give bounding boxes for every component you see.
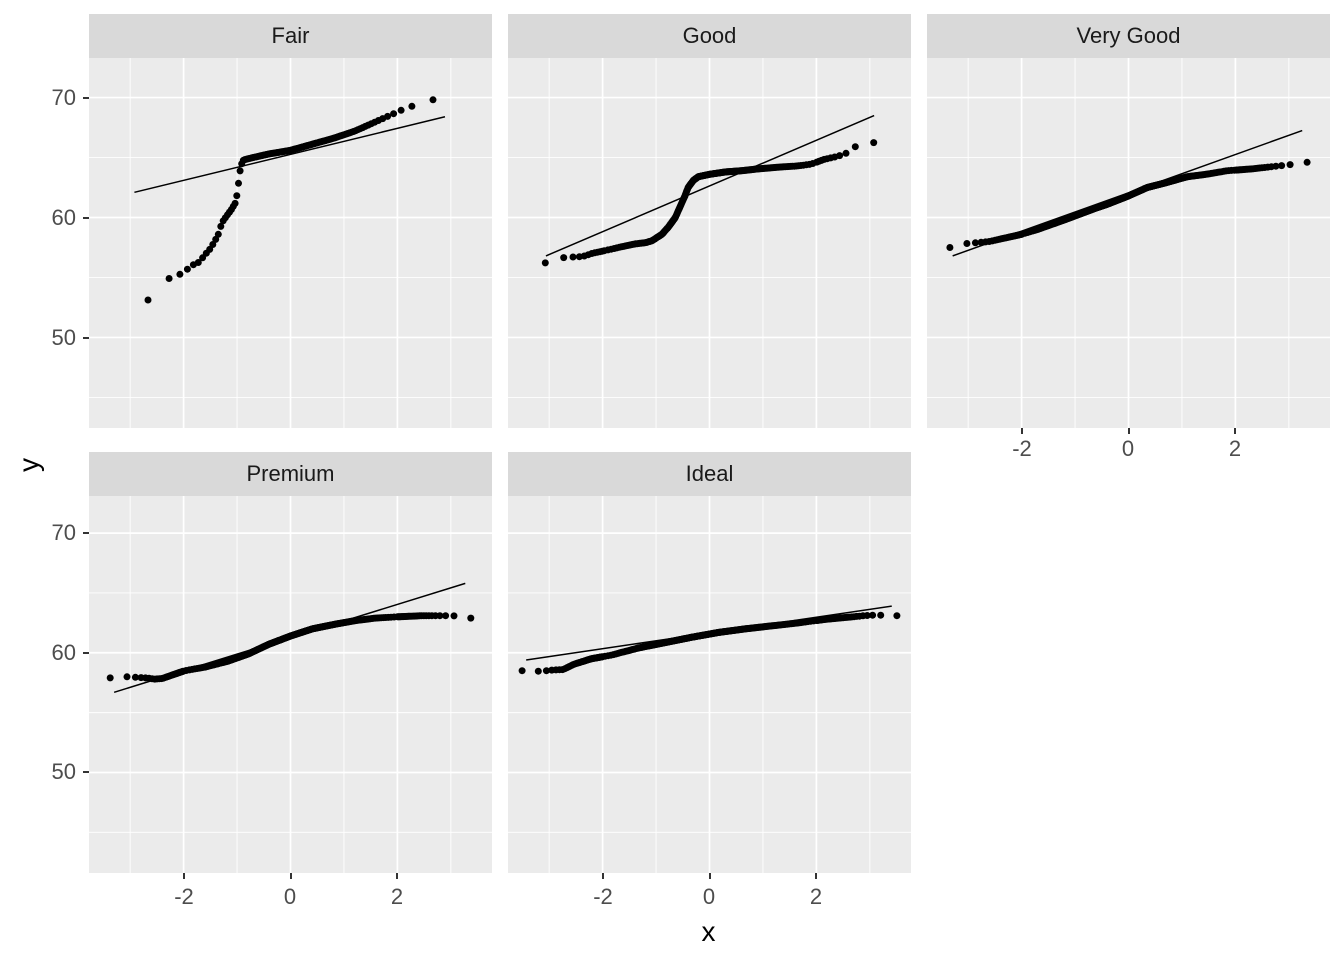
qq-points (541, 139, 878, 267)
panel-very-good (927, 58, 1330, 428)
x-tick-mark (709, 873, 711, 879)
qq-points (518, 611, 901, 675)
x-tick-label-neg2-premium: -2 (174, 884, 194, 909)
facet-strip-premium: Premium (89, 452, 492, 496)
x-tick-label-neg2-ideal: -2 (593, 884, 613, 909)
x-tick-mark (396, 873, 398, 879)
y-tick-mark (83, 97, 89, 99)
facet-label-fair: Fair (271, 23, 310, 48)
x-tick-label-0-premium: 0 (283, 884, 297, 909)
x-axis-title: x (701, 916, 716, 947)
y-tick-mark (83, 771, 89, 773)
qq-points (106, 612, 475, 683)
facet-label-very-good: Very Good (1076, 23, 1181, 48)
y-tick-mark (83, 217, 89, 219)
y-tick-label-60-row1: 60 (51, 205, 76, 230)
x-tick-label-0-vg: 0 (1121, 436, 1135, 461)
y-tick-mark (83, 532, 89, 534)
x-tick-mark (290, 873, 292, 879)
gridlines (89, 58, 492, 428)
y-tick-label-70-row1: 70 (51, 85, 76, 110)
y-axis-title: y (13, 458, 44, 472)
reference-line (134, 116, 446, 194)
x-tick-mark (1234, 428, 1236, 434)
y-tick-mark (83, 652, 89, 654)
reference-line (545, 114, 875, 257)
y-tick-label-70-row2: 70 (51, 520, 76, 545)
x-tick-label-neg2-vg: -2 (1012, 436, 1032, 461)
panel-good (508, 58, 911, 428)
x-tick-mark (1021, 428, 1023, 434)
x-tick-mark (815, 873, 817, 879)
gridlines (89, 496, 492, 873)
y-tick-label-50-row2: 50 (51, 759, 76, 784)
x-tick-label-0-ideal: 0 (702, 884, 716, 909)
qq-points (144, 96, 437, 304)
panel-ideal (508, 496, 911, 873)
y-tick-mark (83, 337, 89, 339)
qq-points (946, 158, 1311, 251)
y-tick-label-50-row1: 50 (51, 325, 76, 350)
x-tick-label-2-vg: 2 (1228, 436, 1242, 461)
x-tick-mark (602, 873, 604, 879)
facet-label-ideal: Ideal (685, 461, 734, 486)
gridlines (508, 58, 911, 428)
facet-strip-good: Good (508, 14, 911, 58)
facet-label-good: Good (682, 23, 737, 48)
gridlines (927, 58, 1330, 428)
panel-fair (89, 58, 492, 428)
facet-label-premium: Premium (246, 461, 335, 486)
facet-strip-very-good: Very Good (927, 14, 1330, 58)
x-tick-mark (183, 873, 185, 879)
facet-strip-ideal: Ideal (508, 452, 911, 496)
y-tick-label-60-row2: 60 (51, 640, 76, 665)
x-tick-mark (1128, 428, 1130, 434)
facet-strip-fair: Fair (89, 14, 492, 58)
x-tick-label-2-ideal: 2 (809, 884, 823, 909)
x-tick-label-2-premium: 2 (390, 884, 404, 909)
panel-premium (89, 496, 492, 873)
